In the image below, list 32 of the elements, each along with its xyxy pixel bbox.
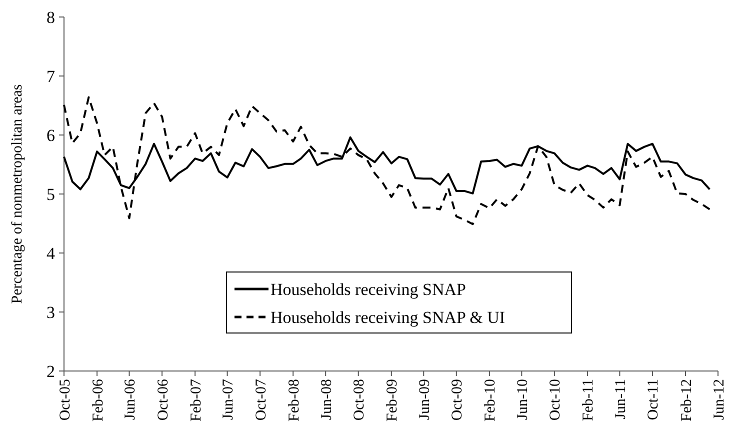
y-tick-label: 2	[46, 362, 55, 381]
x-tick-label: Oct-06	[155, 378, 172, 421]
y-tick-label: 5	[46, 184, 55, 204]
y-tick-label: 7	[46, 66, 56, 86]
x-tick-label: Feb-06	[90, 378, 106, 422]
x-tick-label: Jun-09	[416, 379, 433, 420]
x-tick-label: Feb-08	[286, 379, 302, 422]
x-tick-label: Oct-09	[450, 379, 466, 421]
legend-label: Households receiving SNAP	[270, 280, 466, 299]
x-tick-label: Feb-12	[678, 379, 695, 422]
y-tick-label: 3	[46, 302, 55, 322]
x-tick-label: Oct-08	[352, 379, 368, 421]
x-tick-label: Oct-11	[646, 379, 662, 420]
x-tick-label: Jun-12	[711, 379, 728, 420]
y-axis-title: Percentage of nonmetropolitan areas	[9, 84, 26, 304]
x-tick-label: Jun-11	[612, 379, 629, 420]
x-tick-label: Jun-10	[514, 379, 531, 420]
y-tick-label: 4	[46, 244, 56, 263]
x-tick-label: Feb-11	[580, 379, 597, 421]
line-series	[63, 96, 711, 226]
x-tick-label: Feb-09	[384, 379, 401, 422]
x-tick-label: Oct-07	[253, 378, 270, 421]
x-tick-label: Feb-10	[482, 379, 499, 422]
x-tick-label: Jun-07	[220, 378, 237, 420]
legend-label: Households receiving SNAP & UI	[270, 308, 506, 327]
x-tick-label: Feb-07	[188, 378, 204, 422]
x-tick-label: Jun-06	[122, 378, 139, 420]
y-tick-label: 8	[46, 8, 55, 27]
x-tick-label: Jun-08	[318, 379, 335, 420]
y-tick-label: 6	[46, 126, 55, 145]
x-tick-label: Oct-05	[57, 379, 74, 421]
x-tick-label: Oct-10	[548, 379, 564, 421]
